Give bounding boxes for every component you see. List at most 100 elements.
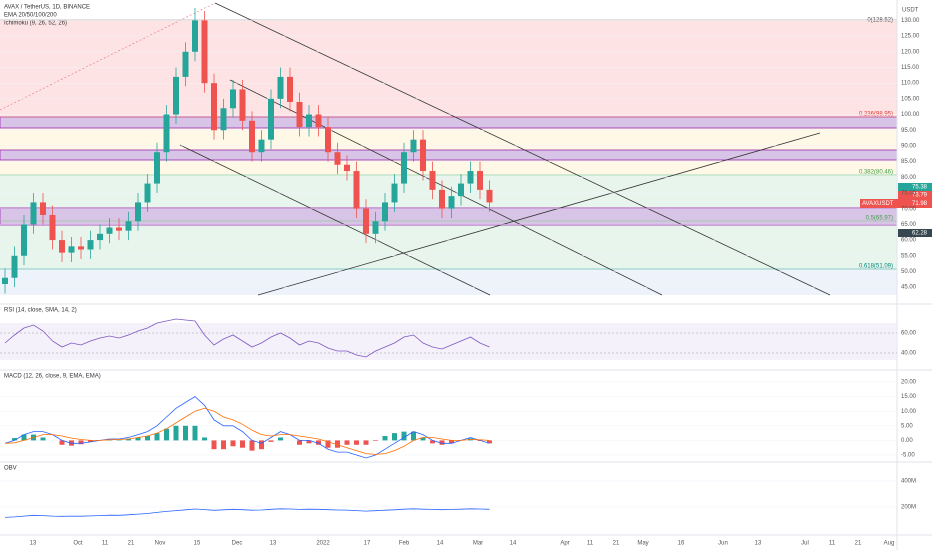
histogram-bar	[135, 437, 141, 441]
candle-body	[173, 76, 179, 115]
histogram-bar	[164, 428, 169, 441]
histogram-bar	[145, 436, 150, 441]
y-tick-label: 115.00	[901, 65, 920, 71]
histogram-bar	[382, 436, 388, 441]
histogram-bar	[411, 431, 416, 441]
histogram-bar	[401, 431, 407, 441]
candle-body	[448, 196, 455, 209]
y-tick-label: 75.00	[901, 191, 917, 197]
candle-body	[201, 20, 208, 84]
histogram-bar	[259, 440, 264, 450]
histogram-bar	[78, 440, 84, 445]
y-tick-label: 10.00	[901, 409, 917, 415]
histogram-bar	[88, 440, 93, 442]
histogram-bar	[268, 440, 274, 442]
macd-line	[4, 407, 490, 455]
y-tick-label: 130.00	[901, 18, 920, 24]
x-tick-label: 13	[755, 541, 762, 547]
x-tick-label: 11	[102, 541, 109, 547]
price-label: 71.98	[912, 201, 928, 207]
histogram-bar	[325, 440, 331, 448]
candle-body	[353, 171, 360, 209]
candle-body	[230, 89, 236, 109]
histogram-bar	[21, 434, 27, 441]
candle-body	[306, 114, 312, 128]
histogram-bar	[354, 440, 359, 445]
candle-body	[154, 152, 160, 184]
trend-line	[0, 2, 216, 111]
price-label: 73.79	[912, 193, 928, 199]
fib-label: 0.5(65.97)	[866, 216, 893, 222]
histogram-bar	[202, 437, 207, 441]
histogram-bar	[211, 440, 217, 450]
price-label: 75.38	[912, 185, 928, 191]
fib-zone	[0, 269, 897, 295]
price-tag	[860, 199, 932, 208]
candle-body	[268, 98, 274, 140]
price-label: 62.28	[912, 231, 928, 237]
candle-body	[211, 83, 217, 131]
histogram-bar	[439, 440, 445, 445]
x-tick-label: 14	[437, 541, 444, 547]
candle-body	[372, 221, 379, 234]
candle-body	[116, 227, 122, 231]
y-tick-label: 85.00	[901, 159, 917, 165]
candle-body	[325, 127, 331, 153]
y-tick-label: 55.00	[901, 253, 917, 259]
candle-body	[78, 246, 84, 250]
y-tick-label: 0.00	[901, 438, 913, 444]
histogram-bar	[363, 440, 369, 445]
y-tick-label: 400M	[901, 479, 916, 485]
y-tick-label: 45.00	[901, 285, 917, 291]
y-tick-label: -5.00	[901, 453, 915, 459]
histogram-bar	[297, 440, 302, 445]
x-tick-label: Apr	[560, 541, 569, 547]
histogram-bar	[430, 440, 435, 444]
trend-line	[179, 144, 491, 296]
x-tick-label: 2022	[316, 541, 330, 547]
price-tag	[898, 191, 932, 199]
histogram-bar	[183, 425, 188, 441]
x-tick-label: Aug	[884, 541, 895, 547]
y-tick-label: 125.00	[901, 34, 920, 40]
x-tick-label: Mar	[473, 541, 483, 547]
histogram-bar	[344, 440, 350, 445]
histogram-bar	[316, 440, 321, 445]
x-tick-label: 15	[194, 541, 201, 547]
candle-body	[477, 171, 483, 190]
histogram-bar	[12, 438, 17, 441]
y-tick-label: 70.00	[901, 206, 917, 212]
histogram-bar	[192, 425, 198, 441]
x-tick-label: 13	[270, 541, 277, 547]
x-tick-label: 21	[855, 541, 862, 547]
histogram-bar	[59, 440, 65, 445]
candle-body	[40, 202, 46, 215]
histogram-bar	[126, 438, 131, 441]
histogram-bar	[230, 440, 236, 447]
histogram-bar	[306, 440, 312, 444]
histogram-bar	[487, 440, 492, 444]
candle-body	[135, 202, 141, 222]
panel-title: MACD (12, 26, close, 9, EMA, EMA)	[4, 374, 101, 380]
candle-body	[106, 227, 113, 234]
zone-band	[0, 149, 898, 161]
y-tick-label: 200M	[901, 505, 916, 511]
candle-body	[239, 89, 246, 121]
x-tick-label: Jul	[801, 541, 809, 547]
fib-zone	[0, 20, 897, 118]
chart-title: AVAX / TetherUS, 1D, BINANCE	[4, 5, 90, 11]
candle-body	[163, 114, 170, 153]
x-tick-label: Jun	[718, 541, 728, 547]
fib-label: 0.618(51.09)	[859, 264, 893, 270]
x-tick-label: 21	[128, 541, 135, 547]
indicator-line	[4, 318, 490, 358]
x-tick-label: Feb	[399, 541, 410, 547]
x-tick-label: 11	[829, 541, 836, 547]
zone-band	[0, 207, 898, 226]
candle-body	[30, 202, 37, 225]
candle-body	[49, 214, 56, 241]
y-tick-label: 95.00	[901, 128, 917, 134]
x-tick-label: 21	[613, 541, 620, 547]
x-tick-label: 14	[510, 541, 517, 547]
candle-body	[68, 246, 75, 253]
